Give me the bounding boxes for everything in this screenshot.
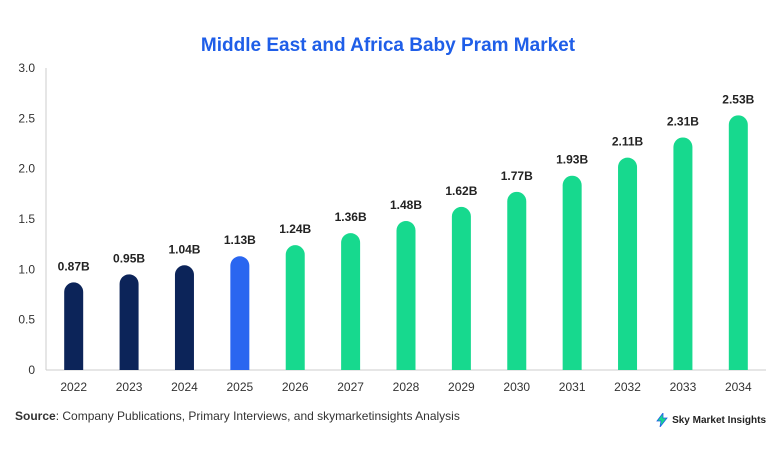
data-label: 1.36B bbox=[335, 210, 367, 224]
x-tick-label: 2024 bbox=[171, 380, 198, 394]
bar-2029 bbox=[451, 206, 471, 370]
data-label: 0.87B bbox=[58, 259, 90, 273]
bar-2028 bbox=[396, 221, 416, 370]
data-label: 1.04B bbox=[168, 242, 200, 256]
x-tick-label: 2023 bbox=[116, 380, 143, 394]
y-tick-label: 1.0 bbox=[18, 262, 35, 276]
bar-series bbox=[64, 115, 748, 371]
data-labels: 0.87B 0.95B 1.04B 1.13B 1.24B 1.36B 1.48B 1.62B… bbox=[58, 92, 755, 273]
data-label: 2.31B bbox=[667, 114, 699, 128]
bar-2023 bbox=[119, 274, 139, 370]
x-tick-label: 2025 bbox=[226, 380, 253, 394]
data-label: 1.13B bbox=[224, 233, 256, 247]
bar-2031 bbox=[562, 175, 582, 370]
data-label: 1.93B bbox=[556, 153, 588, 167]
bar-2027 bbox=[341, 233, 361, 370]
data-label: 2.11B bbox=[612, 135, 644, 149]
x-tick-label: 2029 bbox=[448, 380, 475, 394]
brand-name: Sky Market Insights bbox=[672, 414, 766, 426]
x-tick-label: 2034 bbox=[725, 380, 752, 394]
source-note: Source: Company Publications, Primary In… bbox=[15, 409, 460, 423]
x-tick-label: 2026 bbox=[282, 380, 309, 394]
x-tick-label: 2033 bbox=[670, 380, 697, 394]
data-label: 1.62B bbox=[445, 184, 477, 198]
source-text: : Company Publications, Primary Intervie… bbox=[55, 409, 460, 423]
bar-2032 bbox=[618, 157, 638, 370]
brand-logo: Sky Market Insights bbox=[656, 413, 766, 427]
source-label: Source bbox=[15, 409, 56, 423]
bar-2030 bbox=[507, 191, 527, 370]
bar-2022 bbox=[64, 282, 84, 370]
x-tick-label: 2031 bbox=[559, 380, 586, 394]
y-tick-label: 0.5 bbox=[18, 313, 35, 327]
data-label: 1.48B bbox=[390, 198, 422, 212]
x-tick-label: 2030 bbox=[503, 380, 530, 394]
chart-title: Middle East and Africa Baby Pram Market bbox=[201, 35, 576, 56]
data-label: 1.24B bbox=[279, 222, 311, 236]
y-tick-label: 2.0 bbox=[18, 162, 35, 176]
x-axis-ticks: 2022 2023 2024 2025 2026 2027 2028 2029 2030 2031… bbox=[60, 380, 752, 394]
y-axis-ticks: 0 0.5 1.0 1.5 2.0 2.5 3.0 bbox=[18, 61, 35, 377]
bar-2025 bbox=[230, 256, 250, 370]
y-tick-label: 2.5 bbox=[18, 111, 35, 125]
bar-2026 bbox=[285, 245, 305, 370]
x-tick-label: 2022 bbox=[60, 380, 87, 394]
data-label: 0.95B bbox=[113, 251, 145, 265]
x-tick-label: 2027 bbox=[337, 380, 364, 394]
x-tick-label: 2028 bbox=[393, 380, 420, 394]
y-tick-label: 1.5 bbox=[18, 212, 35, 226]
y-tick-label: 3.0 bbox=[18, 61, 35, 75]
bar-2024 bbox=[174, 265, 194, 370]
y-tick-label: 0 bbox=[28, 363, 35, 377]
data-label: 1.77B bbox=[501, 169, 533, 183]
data-label: 2.53B bbox=[722, 92, 754, 106]
bar-2033 bbox=[673, 137, 693, 370]
x-tick-label: 2032 bbox=[614, 380, 641, 394]
bar-2034 bbox=[728, 115, 748, 371]
bolt-logo-icon bbox=[656, 413, 668, 427]
